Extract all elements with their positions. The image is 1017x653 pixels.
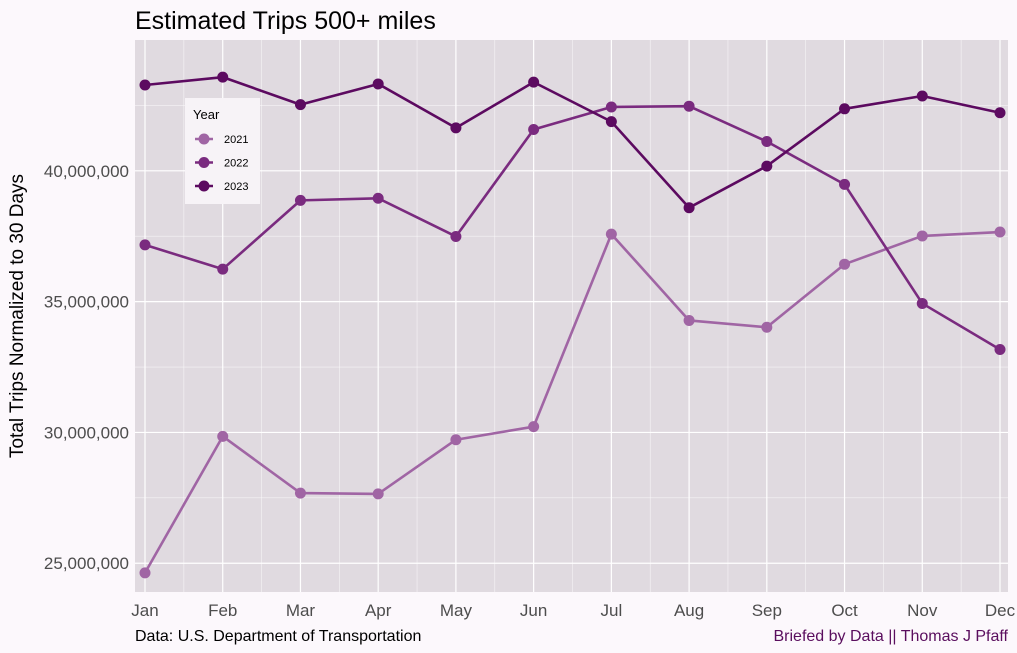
x-tick-label: May (440, 601, 473, 620)
x-tick-label: Oct (831, 601, 858, 620)
y-axis-ticks: 25,000,000 30,000,000 35,000,000 40,000,000 (44, 162, 129, 573)
legend-label: 2023 (224, 181, 248, 193)
data-point-2021 (761, 321, 773, 333)
source-caption: Data: U.S. Department of Transportation (135, 628, 421, 645)
data-point-2022 (683, 100, 695, 112)
data-point-2021 (839, 258, 851, 270)
data-point-2021 (372, 488, 384, 500)
data-point-2022 (605, 101, 617, 113)
legend-item-2022: 2022 (195, 157, 248, 170)
legend-key-marker (198, 133, 210, 145)
data-point-2022 (761, 136, 773, 148)
legend-item-2021: 2021 (195, 133, 248, 146)
series-line-2022 (144, 104, 1001, 351)
data-point-2021 (217, 430, 229, 442)
data-point-2022 (139, 239, 151, 251)
data-point-2023 (217, 71, 229, 83)
x-tick-label: Apr (365, 601, 392, 620)
legend-items: 2021 2022 2023 (195, 133, 248, 193)
data-point-2023 (839, 103, 851, 115)
legend-label: 2022 (224, 158, 248, 170)
data-point-2022 (528, 123, 540, 135)
legend-key-marker (198, 157, 210, 168)
series-2022 (139, 100, 1006, 355)
data-point-2021 (683, 314, 695, 326)
series-2023 (139, 71, 1006, 214)
series-2021 (139, 226, 1006, 579)
y-tick-label: 30,000,000 (44, 423, 129, 442)
data-point-2021 (450, 434, 462, 446)
chart-title: Estimated Trips 500+ miles (135, 7, 436, 35)
data-point-2022 (372, 192, 384, 204)
x-tick-label: Nov (907, 601, 938, 620)
data-point-2021 (605, 228, 617, 240)
x-tick-label: Jan (131, 601, 158, 620)
data-point-2022 (916, 297, 928, 309)
data-point-2023 (994, 107, 1006, 119)
y-tick-label: 25,000,000 (44, 554, 129, 573)
data-point-2022 (994, 343, 1006, 355)
data-point-2021 (916, 230, 928, 242)
data-point-2023 (916, 90, 928, 102)
legend-item-2023: 2023 (195, 180, 248, 193)
data-point-2023 (761, 160, 773, 172)
y-tick-label: 35,000,000 (44, 293, 129, 312)
x-tick-label: Jul (600, 601, 622, 620)
data-point-2023 (683, 202, 695, 214)
data-point-2023 (450, 122, 462, 134)
legend: Year 2021 2022 2023 (185, 98, 260, 204)
legend-label: 2021 (224, 134, 248, 146)
x-tick-label: Sep (752, 601, 782, 620)
data-point-2021 (294, 487, 306, 499)
data-point-2022 (217, 263, 229, 275)
series-line-2023 (144, 75, 1001, 209)
data-point-2023 (528, 76, 540, 88)
x-tick-label: Aug (674, 601, 704, 620)
data-point-2021 (528, 421, 540, 433)
x-tick-label: Dec (985, 601, 1016, 620)
data-point-2021 (139, 567, 151, 579)
y-axis-label: Total Trips Normalized to 30 Days (7, 174, 28, 458)
y-tick-label: 40,000,000 (44, 162, 129, 181)
legend-title: Year (193, 107, 220, 122)
x-tick-label: Feb (208, 601, 237, 620)
data-point-2023 (294, 99, 306, 111)
data-point-2023 (605, 116, 617, 128)
x-tick-label: Jun (520, 601, 547, 620)
data-point-2022 (294, 194, 306, 206)
data-point-2022 (450, 230, 462, 242)
x-axis-ticks: Jan Feb Mar Apr May Jun Jul Aug Sep Oct Nov Dec (131, 601, 1015, 620)
legend-key-marker (198, 180, 210, 192)
plot-panel (135, 40, 1008, 592)
data-point-2021 (994, 226, 1006, 238)
credit-caption: Briefed by Data || Thomas J Pfaff (774, 628, 1009, 645)
data-point-2023 (372, 78, 384, 90)
series-line-2021 (143, 230, 1001, 574)
x-tick-label: Mar (286, 601, 316, 620)
grid-lines (135, 40, 1008, 592)
data-point-2023 (139, 79, 151, 91)
series-layer (139, 71, 1006, 579)
data-point-2022 (839, 178, 851, 190)
